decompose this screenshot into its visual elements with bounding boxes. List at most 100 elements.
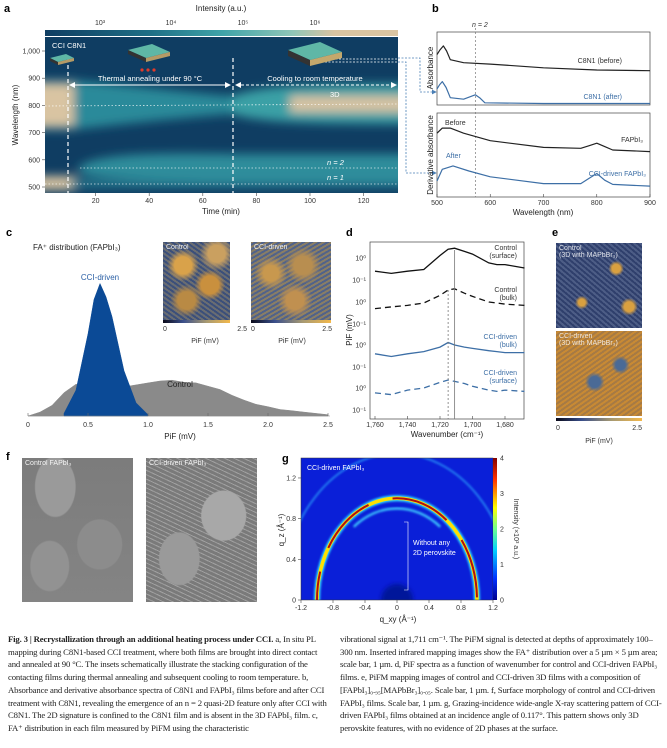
- spectra-b: [436, 45, 651, 187]
- pifm-e-cci-label: CCI-driven (3D with MAPbBr₃): [559, 333, 618, 347]
- colorbar-g-tick-label: 1: [500, 562, 504, 569]
- annotation-line-1: Without any: [413, 540, 450, 547]
- caption-left: Fig. 3 | Recrystallization through an ad…: [8, 633, 330, 735]
- y-tick-label-g: 0.4: [286, 557, 296, 564]
- legend-cci-bulk-2: (bulk): [499, 342, 517, 349]
- x-tick-label-d: 1,720: [431, 422, 449, 429]
- legend-cci-surface-1: CCI-driven: [484, 370, 518, 377]
- y-tick-label-d: 10⁻¹: [352, 278, 366, 285]
- legend-cci-fapbi3: CCI-driven FAPbI₃: [589, 171, 646, 178]
- sem-control-label: Control FAPbI₃: [25, 460, 72, 467]
- legend-before: Before: [445, 120, 466, 127]
- legend-fapbi3: FAPbI₃: [621, 137, 643, 144]
- colorbar-a-label: Intensity (a.u.): [196, 4, 247, 13]
- film-stack-small-icon: [50, 54, 74, 65]
- band-3d-guide: [45, 103, 398, 107]
- spectrum-line: [436, 45, 651, 72]
- colorbar-a-tick-label: 10³: [95, 20, 106, 27]
- y-tick-label-g: 0: [292, 598, 296, 605]
- panel-label-a: a: [4, 3, 11, 15]
- y-tick-label-g: 0.8: [286, 516, 296, 523]
- colorbar-a-tick-label: 10⁵: [238, 20, 249, 27]
- y-axis-label-b-bottom: Derivative absorbance: [426, 115, 435, 195]
- x-tick-label-a: 80: [253, 198, 261, 205]
- spectra-d: [374, 247, 525, 419]
- spectrum-line: [436, 81, 650, 105]
- colorbar-c-cci-max: 2.5: [322, 326, 332, 333]
- x-tick-label-c: 0.5: [83, 422, 93, 429]
- legend-after: After: [446, 153, 461, 160]
- y-tick-label-d: 10⁻¹: [352, 408, 366, 415]
- annotation-bracket: [404, 521, 409, 591]
- y-axis-label-b-top: Absorbance: [426, 46, 435, 89]
- pifm-image-cci: CCI-driven: [251, 242, 331, 320]
- y-axis-label-d: PiF (mV): [345, 314, 354, 346]
- legend-control-bulk-2: (bulk): [499, 295, 517, 302]
- band-3d-label: 3D: [330, 90, 340, 99]
- band-n1-label: n = 1: [327, 173, 344, 182]
- y-tick-label-a: 1,000: [22, 49, 40, 56]
- heatmap-a: [45, 37, 398, 193]
- y-axis-label-g: q_z (Å⁻¹): [277, 513, 286, 546]
- x-tick-label-d: 1,680: [496, 422, 514, 429]
- x-tick-label-b: 500: [431, 200, 443, 207]
- heat-icon: [140, 68, 144, 72]
- colorbar-c-control-label: PiF (mV): [191, 338, 219, 345]
- colorbar-c-control-max: 2.5: [237, 326, 247, 333]
- pifm-image-e-cci: CCI-driven (3D with MAPbBr₃): [556, 331, 642, 416]
- x-tick-label-g: -0.8: [327, 605, 339, 612]
- panel-label-c: c: [6, 227, 12, 239]
- legend-control-bulk-1: Control: [494, 287, 517, 294]
- y-tick-label-d: 10⁻¹: [352, 322, 366, 329]
- pifm-image-cci-label: CCI-driven: [254, 244, 288, 251]
- x-tick-label-b: 700: [538, 200, 550, 207]
- legend-cci-surface-2: (surface): [489, 378, 517, 385]
- y-tick-label-d: 10⁰: [355, 342, 366, 350]
- colorbar-a-ticks: 10³ 10⁴ 10⁵ 10⁶: [95, 20, 321, 27]
- panel-c-title: FA⁺ distribution (FAPbI₃): [33, 243, 121, 252]
- sem-image-cci: CCI-driven FAPbI₃: [146, 458, 257, 602]
- band-3d-annealing: [45, 80, 232, 130]
- y-axis-label-a: Wavelength (nm): [11, 84, 20, 145]
- x-tick-label-b: 900: [644, 200, 656, 207]
- x-tick-label-a: 40: [145, 198, 153, 205]
- colorbar-g-tick-label: 0: [500, 598, 504, 605]
- panel-label-g: g: [282, 453, 289, 465]
- y-tick-label-g: 1.2: [286, 475, 296, 482]
- y-tick-label-d: 10⁻¹: [352, 365, 366, 372]
- x-tick-label-g: -0.4: [359, 605, 371, 612]
- x-tick-label-g: 0.8: [456, 605, 466, 612]
- x-axis-label-g: q_xy (Å⁻¹): [380, 615, 417, 624]
- band-3d-initial: [45, 84, 74, 126]
- plot-frame-b-top: [436, 31, 651, 106]
- colorbar-e-min: 0: [556, 425, 560, 432]
- link-arrow-c8n1: [398, 57, 437, 95]
- x-tick-label-d: 1,700: [464, 422, 482, 429]
- colorbar-g-tick-label: 4: [500, 456, 504, 463]
- annotation-line-2: 2D perovskite: [413, 550, 456, 557]
- y-tick-label-a: 600: [28, 157, 40, 164]
- pif-spectrum: [374, 247, 525, 275]
- sem-cci-label: CCI-driven FAPbI₃: [149, 460, 207, 467]
- band-n1: [70, 180, 398, 187]
- x-tick-label-a: 100: [304, 198, 316, 205]
- label-cci-driven: CCI-driven: [81, 273, 119, 282]
- x-tick-label-c: 1.0: [143, 422, 153, 429]
- giwaxs-title: CCI-driven FAPbI₃: [307, 465, 364, 472]
- link-arrow-fapbi3: [398, 61, 437, 176]
- pifm-e-control-label: Control (3D with MAPbBr₃): [559, 245, 618, 259]
- panel-label-f: f: [6, 451, 10, 463]
- x-axis-label-b: Wavelength (nm): [513, 208, 574, 217]
- colorbar-e-label: PiF (mV): [585, 438, 613, 445]
- x-axis-label-c: PiF (mV): [164, 432, 196, 441]
- y-tick-label-a: 800: [28, 103, 40, 110]
- x-tick-label-c: 2.0: [263, 422, 273, 429]
- y-tick-label-d: 10⁰: [355, 299, 366, 307]
- colorbar-c-control: [163, 320, 230, 323]
- x-tick-label-g: -1.2: [295, 605, 307, 612]
- y-tick-label-d: 10⁰: [355, 385, 366, 393]
- x-tick-label-b: 600: [484, 200, 496, 207]
- x-tick-label-c: 2.5: [323, 422, 333, 429]
- colorbar-g-label: Intensity (×10³ a.u.): [512, 499, 519, 560]
- legend-c8n1-before: C8N1 (before): [578, 58, 622, 65]
